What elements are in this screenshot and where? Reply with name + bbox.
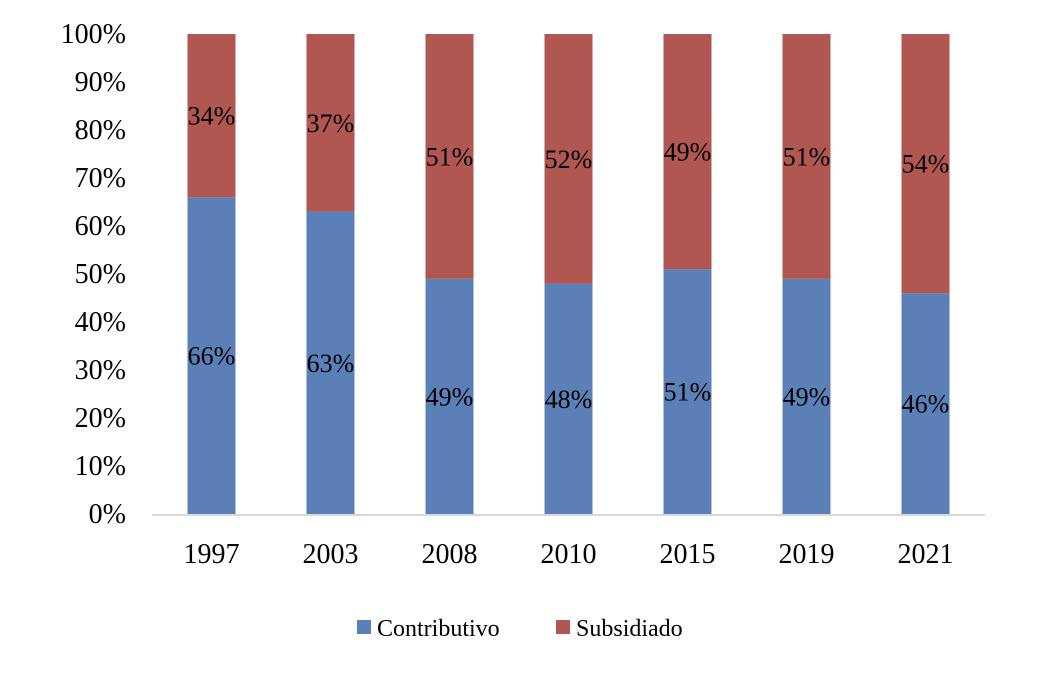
bar-subsidiado-2019 bbox=[782, 34, 831, 279]
bar-contributivo-2015 bbox=[663, 269, 712, 514]
legend-label: Contributivo bbox=[377, 616, 500, 642]
y-tick-label: 40% bbox=[75, 307, 126, 338]
data-label: 51% bbox=[426, 142, 474, 171]
legend-swatch-subsidiado bbox=[556, 620, 570, 634]
x-tick-label: 2008 bbox=[422, 539, 478, 570]
bar-subsidiado-2015 bbox=[663, 34, 712, 270]
data-label: 51% bbox=[783, 142, 831, 171]
data-label: 66% bbox=[188, 342, 236, 371]
bar-subsidiado-2003 bbox=[306, 34, 355, 212]
y-tick-label: 60% bbox=[75, 211, 126, 242]
data-label: 63% bbox=[307, 349, 355, 378]
y-tick-label: 70% bbox=[75, 163, 126, 194]
y-tick-label: 30% bbox=[75, 355, 126, 386]
data-label: 49% bbox=[783, 382, 831, 411]
x-tick-label: 2003 bbox=[303, 539, 359, 570]
y-tick-label: 100% bbox=[61, 19, 126, 50]
bar-contributivo-2019 bbox=[782, 278, 831, 514]
bar-subsidiado-2008 bbox=[425, 34, 474, 279]
x-tick-label: 2019 bbox=[779, 539, 835, 570]
y-tick-label: 50% bbox=[75, 259, 126, 290]
x-tick-label: 2021 bbox=[898, 539, 954, 570]
y-tick-label: 20% bbox=[75, 403, 126, 434]
y-tick-label: 80% bbox=[75, 115, 126, 146]
y-tick-label: 0% bbox=[89, 499, 126, 530]
data-label: 49% bbox=[426, 382, 474, 411]
data-label: 48% bbox=[545, 385, 593, 414]
legend-label: Subsidiado bbox=[576, 616, 683, 642]
bar-contributivo-2008 bbox=[425, 278, 474, 514]
data-label: 49% bbox=[664, 138, 712, 167]
x-tick-label: 2010 bbox=[541, 539, 597, 570]
bar-contributivo-2003 bbox=[306, 211, 355, 514]
data-label: 37% bbox=[307, 109, 355, 138]
x-tick-label: 1997 bbox=[184, 539, 240, 570]
y-tick-label: 90% bbox=[75, 67, 126, 98]
bar-subsidiado-2021 bbox=[901, 34, 950, 294]
x-tick-label: 2015 bbox=[660, 539, 716, 570]
bar-subsidiado-1997 bbox=[187, 34, 236, 198]
data-label: 34% bbox=[188, 102, 236, 131]
bar-subsidiado-2010 bbox=[544, 34, 593, 284]
y-tick-label: 10% bbox=[75, 451, 126, 482]
data-label: 52% bbox=[545, 145, 593, 174]
data-label: 54% bbox=[902, 150, 950, 179]
data-label: 46% bbox=[902, 390, 950, 419]
bar-contributivo-2010 bbox=[544, 283, 593, 514]
bar-contributivo-1997 bbox=[187, 197, 236, 514]
data-label: 51% bbox=[664, 378, 712, 407]
legend-swatch-contributivo bbox=[357, 620, 371, 634]
bar-contributivo-2021 bbox=[901, 293, 950, 514]
